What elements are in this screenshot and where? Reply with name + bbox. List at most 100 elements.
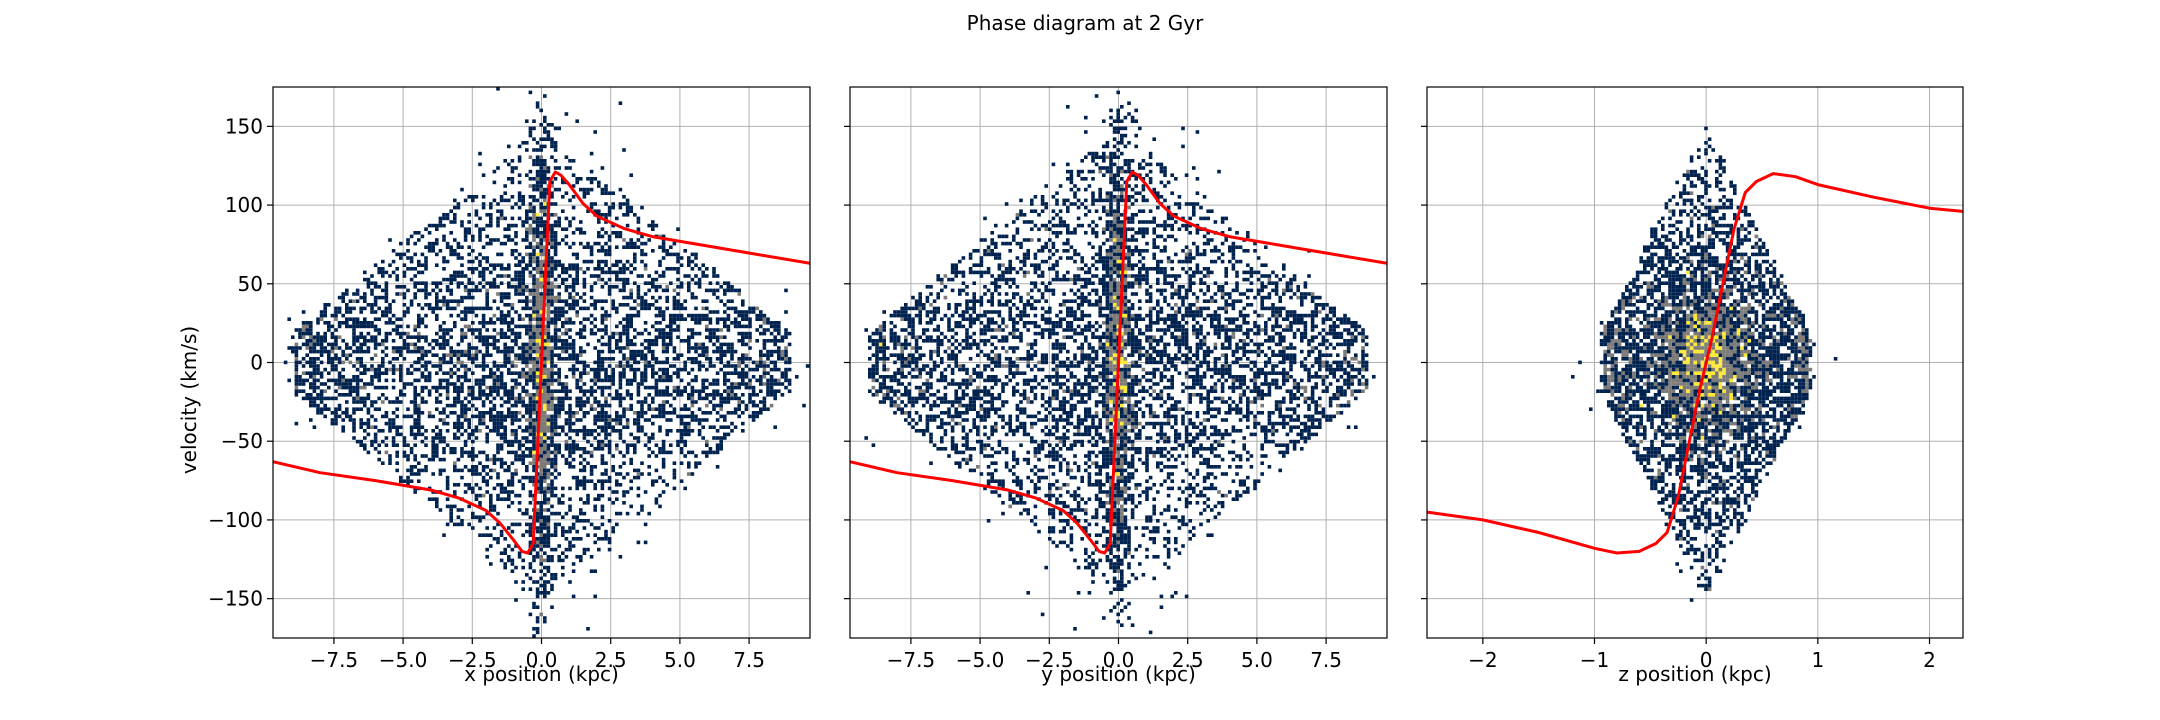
density-cell <box>665 349 669 354</box>
density-cell <box>528 299 533 303</box>
density-cell <box>582 317 587 321</box>
density-cell <box>600 425 605 429</box>
density-cell <box>535 555 540 559</box>
density-cell <box>679 429 684 433</box>
density-cell <box>528 425 533 429</box>
density-cell <box>503 562 507 566</box>
density-cell <box>553 310 558 314</box>
density-cell <box>341 353 345 357</box>
density-cell <box>615 472 619 476</box>
density-cell <box>359 306 363 311</box>
density-cell <box>334 313 338 318</box>
density-cell <box>593 299 597 303</box>
density-cell <box>690 414 695 419</box>
density-cell <box>532 295 536 300</box>
density-cell <box>453 396 457 401</box>
density-cell <box>687 357 691 361</box>
density-cell <box>618 277 623 282</box>
density-cell <box>514 263 518 267</box>
density-cell <box>514 378 518 383</box>
density-cell <box>399 389 403 393</box>
density-cell <box>507 367 511 372</box>
density-cell <box>478 501 482 505</box>
density-cell <box>597 360 601 365</box>
density-cell <box>600 522 605 527</box>
density-cell <box>719 393 723 397</box>
density-cell <box>453 270 457 275</box>
density-cell <box>341 299 345 303</box>
density-cell <box>546 447 551 451</box>
density-cell <box>478 321 482 325</box>
density-cell <box>629 245 633 249</box>
density-cell <box>582 486 587 491</box>
density-cell <box>672 346 677 350</box>
density-cell <box>550 461 554 465</box>
density-cell <box>618 385 623 390</box>
density-cell <box>481 277 486 282</box>
density-cell <box>575 411 579 415</box>
density-cell <box>496 87 500 91</box>
density-cell <box>417 231 421 235</box>
density-cell <box>528 587 533 591</box>
density-cell <box>561 529 565 534</box>
density-cell <box>773 324 777 329</box>
density-cell <box>377 407 381 411</box>
density-cell <box>301 382 306 386</box>
density-cell <box>773 396 777 401</box>
density-cell <box>661 331 666 336</box>
density-cell <box>741 421 745 426</box>
density-cell <box>406 342 410 347</box>
density-cell <box>550 425 554 429</box>
density-cell <box>438 281 443 285</box>
density-cell <box>579 519 583 523</box>
density-cell <box>575 378 579 383</box>
density-cell <box>319 400 324 404</box>
density-cell <box>929 382 933 386</box>
density-cell <box>629 270 633 275</box>
density-cell <box>525 238 529 242</box>
density-cell <box>456 256 461 260</box>
density-cell <box>694 375 698 379</box>
density-cell <box>381 360 385 365</box>
density-cell <box>762 353 767 357</box>
density-cell <box>539 447 543 451</box>
density-cell <box>557 126 561 131</box>
density-cell <box>582 364 587 368</box>
density-cell <box>593 569 597 573</box>
density-cell <box>744 364 749 368</box>
density-cell <box>467 310 471 314</box>
density-cell <box>643 371 648 375</box>
density-cell <box>733 385 738 390</box>
density-cell <box>701 396 705 401</box>
density-cell <box>510 569 515 573</box>
density-cell <box>780 393 785 397</box>
density-cell <box>420 371 425 375</box>
density-cell <box>485 295 489 300</box>
density-cell <box>535 328 540 332</box>
density-cell <box>489 371 493 375</box>
density-cell <box>618 403 623 408</box>
density-cell <box>463 403 468 408</box>
density-cell <box>712 450 716 455</box>
density-cell <box>589 288 594 293</box>
density-cell <box>593 465 597 469</box>
density-cell <box>334 339 338 343</box>
density-cell <box>352 411 356 415</box>
density-cell <box>679 421 684 426</box>
density-cell <box>705 403 709 408</box>
density-cell <box>564 285 569 289</box>
density-cell <box>543 400 547 404</box>
density-cell <box>553 252 558 257</box>
density-cell <box>395 450 399 455</box>
density-cell <box>679 378 684 383</box>
density-cell <box>546 137 551 141</box>
density-cell <box>359 400 363 404</box>
density-cell <box>665 299 669 303</box>
density-cell <box>420 263 425 267</box>
density-cell <box>589 479 594 483</box>
density-cell <box>478 331 482 336</box>
density-cell <box>301 396 306 401</box>
density-cell <box>453 450 457 455</box>
density-cell <box>474 407 479 411</box>
density-cell <box>546 519 551 523</box>
